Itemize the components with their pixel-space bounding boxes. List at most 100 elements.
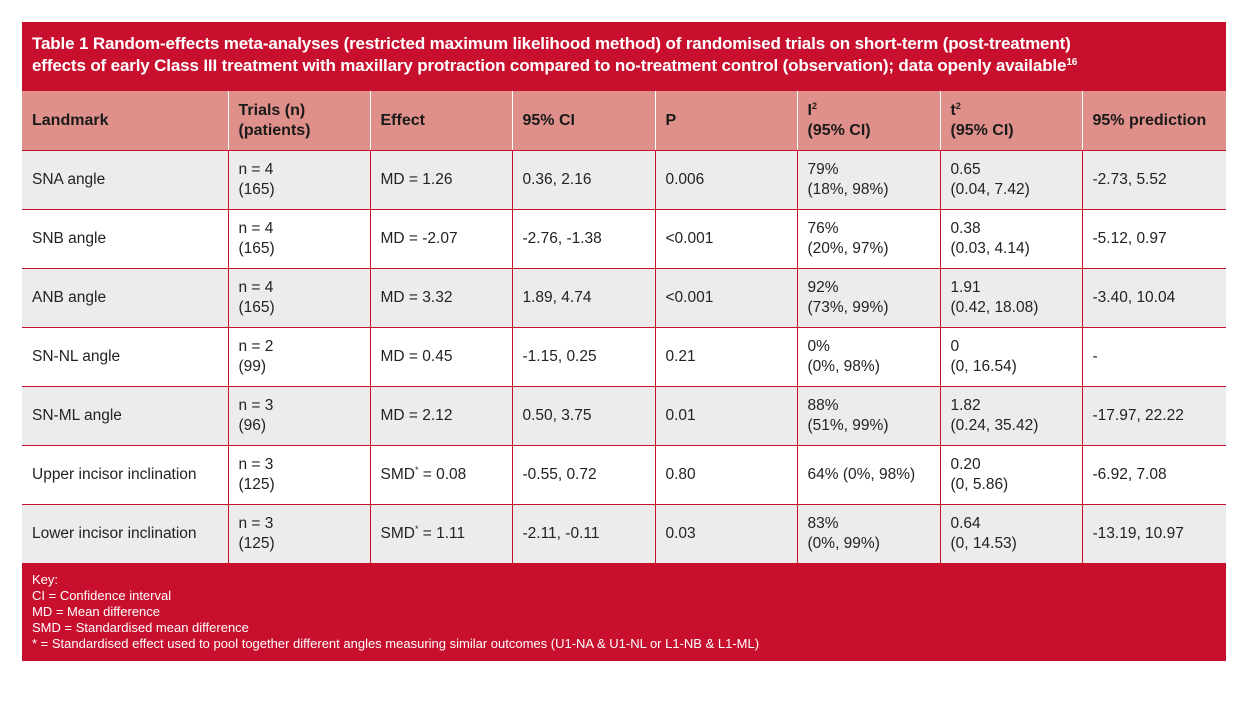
cell-ci: 0.36, 2.16 [512, 150, 656, 210]
cell-t2: 1.91 (0.42, 18.08) [940, 268, 1083, 328]
cell-landmark: ANB angle [22, 268, 229, 328]
cell-trials: n = 3 (125) [228, 445, 371, 505]
header-t2-base: t [950, 101, 956, 119]
cell-p: 0.01 [655, 386, 798, 446]
cell-i2: 83% (0%, 99%) [797, 504, 941, 564]
effect-prefix: MD [380, 171, 405, 188]
cell-landmark: SN-NL angle [22, 327, 229, 387]
cell-ci: 1.89, 4.74 [512, 268, 656, 328]
cell-i2: 79% (18%, 98%) [797, 150, 941, 210]
cell-effect: MD = 0.45 [370, 327, 513, 387]
cell-prediction: -2.73, 5.52 [1082, 150, 1226, 210]
cell-prediction: -3.40, 10.04 [1082, 268, 1226, 328]
cell-p: 0.006 [655, 150, 798, 210]
table-row: SN-NL angle n = 2 (99) MD = 0.45 -1.15, … [22, 327, 1226, 387]
effect-prefix: SMD [380, 466, 415, 483]
effect-prefix: MD [380, 348, 405, 365]
effect-marker: * [414, 465, 419, 475]
cell-ci: 0.50, 3.75 [512, 386, 656, 446]
key-ci: CI = Confidence interval [32, 588, 172, 603]
effect-prefix: MD [380, 230, 405, 247]
cell-i2: 76% (20%, 97%) [797, 209, 941, 269]
cell-p: <0.001 [655, 268, 798, 328]
cell-effect: MD = 1.26 [370, 150, 513, 210]
cell-effect: MD = -2.07 [370, 209, 513, 269]
key-smd: SMD = Standardised mean difference [32, 620, 249, 635]
cell-effect: SMD* = 1.11 [370, 504, 513, 564]
cell-i2: 88% (51%, 99%) [797, 386, 941, 446]
header-i2-base: I [807, 101, 812, 119]
header-trials: Trials (n) (patients) [228, 91, 371, 151]
header-t2-sup: 2 [955, 100, 961, 111]
cell-ci: -2.76, -1.38 [512, 209, 656, 269]
caption-line-1: Table 1 Random-effects meta-analyses (re… [32, 34, 1071, 53]
header-t2-ci: (95% CI) [950, 121, 1014, 139]
cell-t2: 0.20 (0, 5.86) [940, 445, 1083, 505]
cell-landmark: Lower incisor inclination [22, 504, 229, 564]
results-table: Landmark Trials (n) (patients) Effect 95… [22, 91, 1226, 564]
effect-value: = -2.07 [404, 230, 458, 247]
cell-t2: 0 (0, 16.54) [940, 327, 1083, 387]
table-caption: Table 1 Random-effects meta-analyses (re… [22, 22, 1226, 91]
header-effect: Effect [370, 91, 513, 151]
cell-i2: 64% (0%, 98%) [797, 445, 941, 505]
effect-value: = 1.11 [418, 525, 466, 542]
effect-value: = 3.32 [404, 289, 453, 306]
cell-trials: n = 4 (165) [228, 209, 371, 269]
header-ci: 95% CI [512, 91, 656, 151]
cell-trials: n = 3 (96) [228, 386, 371, 446]
cell-prediction: -5.12, 0.97 [1082, 209, 1226, 269]
table-row: SNA angle n = 4 (165) MD = 1.26 0.36, 2.… [22, 150, 1226, 210]
caption-line-2-text: effects of early Class III treatment wit… [32, 56, 1067, 75]
cell-p: 0.80 [655, 445, 798, 505]
cell-i2: 92% (73%, 99%) [797, 268, 941, 328]
table-row: ANB angle n = 4 (165) MD = 3.32 1.89, 4.… [22, 268, 1226, 328]
table-key: Key: CI = Confidence interval MD = Mean … [22, 564, 1226, 661]
cell-landmark: Upper incisor inclination [22, 445, 229, 505]
header-i2-ci: (95% CI) [807, 121, 871, 139]
table-row: SN-ML angle n = 3 (96) MD = 2.12 0.50, 3… [22, 386, 1226, 446]
header-t2: t2 (95% CI) [940, 91, 1083, 151]
cell-landmark: SNB angle [22, 209, 229, 269]
cell-trials: n = 2 (99) [228, 327, 371, 387]
cell-t2: 0.65 (0.04, 7.42) [940, 150, 1083, 210]
cell-t2: 1.82 (0.24, 35.42) [940, 386, 1083, 446]
header-prediction: 95% prediction [1082, 91, 1226, 151]
cell-prediction: - [1082, 327, 1226, 387]
table-header: Landmark Trials (n) (patients) Effect 95… [22, 91, 1226, 151]
key-heading: Key: [32, 572, 59, 587]
table-row: SNB angle n = 4 (165) MD = -2.07 -2.76, … [22, 209, 1226, 269]
effect-prefix: MD [380, 407, 405, 424]
cell-ci: -0.55, 0.72 [512, 445, 656, 505]
cell-prediction: -13.19, 10.97 [1082, 504, 1226, 564]
key-md: MD = Mean difference [32, 604, 161, 619]
effect-prefix: MD [380, 289, 405, 306]
effect-value: = 1.26 [404, 171, 453, 188]
cell-effect: MD = 2.12 [370, 386, 513, 446]
cell-p: 0.03 [655, 504, 798, 564]
table-figure: Table 1 Random-effects meta-analyses (re… [22, 22, 1226, 661]
cell-trials: n = 4 (165) [228, 268, 371, 328]
cell-landmark: SNA angle [22, 150, 229, 210]
cell-t2: 0.64 (0, 14.53) [940, 504, 1083, 564]
cell-trials: n = 4 (165) [228, 150, 371, 210]
cell-prediction: -17.97, 22.22 [1082, 386, 1226, 446]
effect-value: = 0.08 [418, 466, 467, 483]
table-row: Upper incisor inclination n = 3 (125) SM… [22, 445, 1226, 505]
effect-marker: * [414, 524, 419, 534]
header-p: P [655, 91, 798, 151]
table-row: Lower incisor inclination n = 3 (125) SM… [22, 504, 1226, 564]
header-landmark: Landmark [22, 91, 229, 151]
header-i2-sup: 2 [811, 100, 817, 111]
effect-value: = 2.12 [404, 407, 453, 424]
cell-effect: SMD* = 0.08 [370, 445, 513, 505]
cell-p: 0.21 [655, 327, 798, 387]
cell-prediction: -6.92, 7.08 [1082, 445, 1226, 505]
key-asterisk: * = Standardised effect used to pool tog… [32, 636, 760, 651]
effect-value: = 0.45 [404, 348, 453, 365]
cell-effect: MD = 3.32 [370, 268, 513, 328]
header-row: Landmark Trials (n) (patients) Effect 95… [22, 91, 1226, 151]
cell-landmark: SN-ML angle [22, 386, 229, 446]
cell-ci: -2.11, -0.11 [512, 504, 656, 564]
cell-p: <0.001 [655, 209, 798, 269]
